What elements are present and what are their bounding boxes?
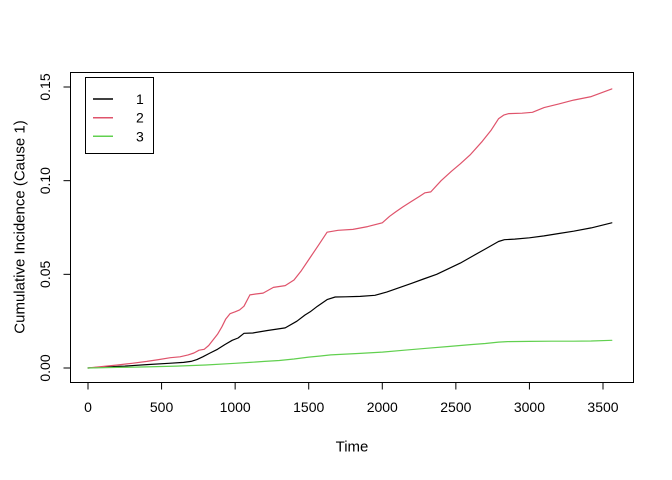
y-axis-title: Cumulative Incidence (Cause 1) [11, 120, 29, 334]
legend-box [85, 77, 154, 154]
x-tick-label: 2500 [440, 399, 471, 415]
y-tick-label: 0.15 [37, 73, 53, 100]
y-tick-label: 0.05 [37, 260, 53, 287]
x-tick-label: 1000 [220, 399, 251, 415]
series-line-2 [87, 88, 613, 369]
plot-box [70, 72, 634, 383]
series-line-1 [87, 222, 613, 369]
x-tick-label: 2000 [367, 399, 398, 415]
x-tick-label: 3500 [587, 399, 618, 415]
y-tick-label: 0.00 [37, 354, 53, 381]
legend-label-1: 1 [136, 91, 144, 107]
x-axis-title: Time [335, 438, 369, 456]
y-tick-label: 0.10 [37, 167, 53, 194]
x-tick-label: 1500 [293, 399, 324, 415]
x-tick-label: 0 [84, 399, 92, 415]
legend-label-3: 3 [136, 128, 144, 144]
x-tick-label: 3000 [514, 399, 545, 415]
series-line-3 [87, 339, 613, 369]
x-tick-label: 500 [150, 399, 174, 415]
legend-label-2: 2 [136, 110, 144, 126]
